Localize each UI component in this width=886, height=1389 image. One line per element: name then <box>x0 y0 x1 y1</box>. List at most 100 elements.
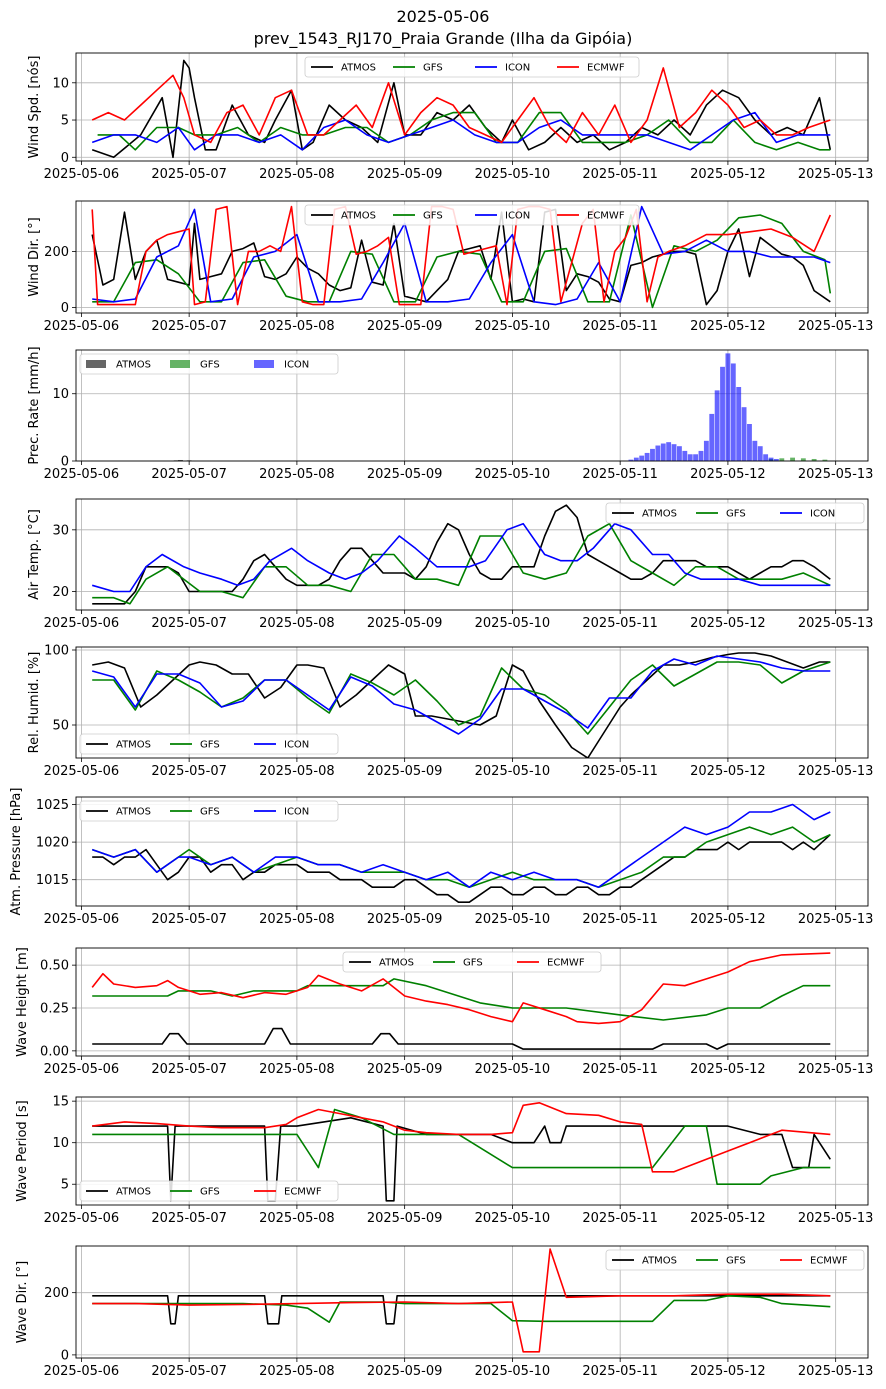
bar-icon <box>773 458 779 461</box>
y-axis-label: Air Temp. [°C] <box>27 509 42 600</box>
data-layer <box>91 59 832 159</box>
y-axis-label: Wave Period [s] <box>15 1100 30 1201</box>
series-line-atmos <box>91 59 832 159</box>
x-tick-label: 2025-05-11 <box>582 1211 658 1226</box>
x-tick-label: 2025-05-10 <box>475 1364 551 1379</box>
bar-icon <box>736 387 742 461</box>
x-tick-label: 2025-05-08 <box>259 1211 335 1226</box>
x-tick-label: 2025-05-08 <box>259 1062 335 1077</box>
plot-frame <box>75 646 869 759</box>
series-line-icon <box>91 522 831 593</box>
x-tick-label: 2025-05-06 <box>44 764 120 779</box>
bar-icon <box>763 454 769 461</box>
legend-swatch-gfs <box>170 360 190 368</box>
legend-label-gfs: GFS <box>726 1256 746 1267</box>
bar-icon <box>639 455 645 461</box>
x-tick-label: 2025-05-11 <box>582 764 658 779</box>
bar-gfs <box>779 458 785 461</box>
x-tick-label: 2025-05-09 <box>367 616 443 631</box>
legend-label-ecmwf: ECMWF <box>587 63 625 74</box>
legend-label-atmos: ATMOS <box>642 509 677 520</box>
chart-panel-3: 2025-05-06 2025-05-07 2025-05-08 2025-05-09… <box>27 346 873 482</box>
figure-title-date: 2025-05-06 <box>396 7 490 26</box>
series-line-atmos <box>91 208 831 306</box>
x-tick-label: 2025-05-07 <box>151 467 227 482</box>
data-layer <box>91 952 831 1050</box>
plot-frame <box>75 1245 869 1359</box>
legend-box <box>79 800 339 822</box>
x-tick-label: 2025-05-07 <box>151 1364 227 1379</box>
chart-panel-4: 2025-05-06 2025-05-07 2025-05-08 2025-05-09… <box>27 498 873 631</box>
data-layer <box>91 205 832 309</box>
x-tick-label: 2025-05-12 <box>690 912 766 927</box>
plot-frame <box>75 498 869 611</box>
legend-box <box>605 1249 865 1271</box>
y-tick-label: 5 <box>61 1178 69 1193</box>
chart-panel-8: 2025-05-06 2025-05-07 2025-05-08 2025-05-09… <box>15 1095 873 1226</box>
legend: ATMOS GFS ICON ECMWF <box>304 56 640 78</box>
plot-frame <box>75 1096 869 1206</box>
series-line-gfs <box>92 978 831 1021</box>
x-tick-label: 2025-05-13 <box>798 912 874 927</box>
legend-label-icon: ICON <box>505 211 530 222</box>
y-tick-label: 200 <box>44 1286 69 1301</box>
y-tick-label: 15 <box>52 1095 69 1110</box>
x-tick-label: 2025-05-09 <box>367 467 443 482</box>
y-tick-label: 1025 <box>36 798 69 813</box>
bar-icon <box>693 454 699 461</box>
figure-title-station: prev_1543_RJ170_Praia Grande (Ilha da Gi… <box>253 29 633 48</box>
legend-label-gfs: GFS <box>200 360 220 371</box>
legend-box <box>304 56 640 78</box>
y-tick-label: 0.25 <box>40 1002 69 1017</box>
series-line-ecmwf <box>91 205 832 306</box>
legend-label-atmos: ATMOS <box>116 360 151 371</box>
bar-icon <box>671 444 677 461</box>
series-line-gfs <box>91 826 831 889</box>
y-tick-label: 50 <box>52 719 69 734</box>
x-tick-label: 2025-05-06 <box>44 912 120 927</box>
legend: ATMOS GFS ICON <box>79 800 339 822</box>
x-tick-label: 2025-05-12 <box>690 467 766 482</box>
legend-box <box>79 733 339 755</box>
legend-label-icon: ICON <box>284 740 309 751</box>
legend-box <box>304 204 640 226</box>
legend-box <box>79 353 339 375</box>
legend-label-atmos: ATMOS <box>341 211 376 222</box>
plot-frame <box>75 796 869 907</box>
x-tick-label: 2025-05-13 <box>798 764 874 779</box>
chart-panel-5: 2025-05-06 2025-05-07 2025-05-08 2025-05-09… <box>27 644 873 780</box>
x-tick-label: 2025-05-08 <box>259 1364 335 1379</box>
legend: ATMOS GFS ECMWF <box>79 1180 339 1202</box>
x-tick-label: 2025-05-09 <box>367 764 443 779</box>
series-line-ecmwf <box>91 67 831 144</box>
legend: ATMOS GFS ICON <box>605 502 865 524</box>
bar-gfs <box>811 458 817 461</box>
legend-label-atmos: ATMOS <box>379 958 414 969</box>
y-tick-label: 0 <box>61 301 69 316</box>
x-tick-label: 2025-05-06 <box>44 1062 120 1077</box>
x-tick-label: 2025-05-13 <box>798 319 874 334</box>
x-tick-label: 2025-05-08 <box>259 467 335 482</box>
y-axis-label: Wind Dir. [°] <box>27 217 42 297</box>
legend-label-icon: ICON <box>284 807 309 818</box>
x-tick-label: 2025-05-11 <box>582 616 658 631</box>
x-tick-label: 2025-05-10 <box>475 764 551 779</box>
y-axis-label: Atm. Pressure [hPa] <box>9 788 24 916</box>
x-tick-label: 2025-05-11 <box>582 1364 658 1379</box>
plot-frame <box>75 52 869 162</box>
x-tick-label: 2025-05-06 <box>44 467 120 482</box>
plot-frame <box>75 947 869 1057</box>
legend: ATMOS GFS ECMWF <box>605 1249 865 1271</box>
legend: ATMOS GFS ICON <box>79 353 339 375</box>
chart-panel-2: 2025-05-06 2025-05-07 2025-05-08 2025-05-09… <box>27 200 874 334</box>
x-tick-label: 2025-05-06 <box>44 1364 120 1379</box>
y-tick-label: 200 <box>44 245 69 260</box>
y-tick-label: 0 <box>61 1348 69 1363</box>
series-line-atmos <box>92 834 831 904</box>
bar-icon <box>709 413 715 461</box>
series-line-ecmwf <box>92 1248 831 1353</box>
bar-icon <box>757 446 763 461</box>
x-tick-label: 2025-05-10 <box>475 616 551 631</box>
